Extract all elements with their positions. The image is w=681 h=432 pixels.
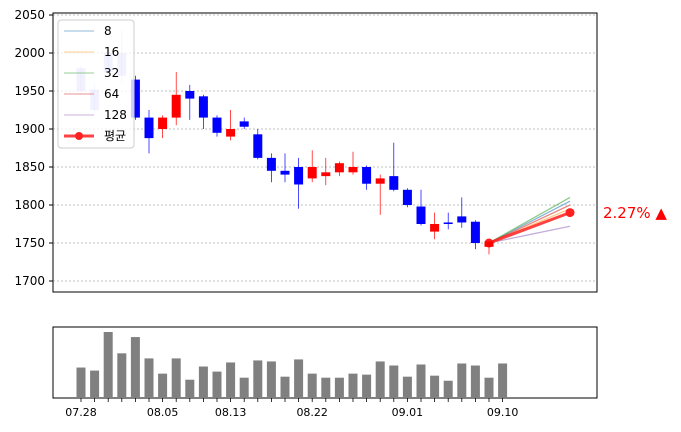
price-gridlines — [53, 14, 597, 282]
volume-bar-6 — [158, 373, 168, 398]
price-plot-area — [52, 12, 598, 293]
volume-bar-30 — [484, 377, 494, 398]
forecast-line-128 — [488, 225, 571, 244]
legend-label-32: 32 — [104, 66, 119, 80]
volume-bar-0 — [76, 367, 86, 398]
candle-body-18 — [321, 172, 331, 177]
volume-bar-24 — [402, 376, 412, 398]
legend-label-64: 64 — [104, 87, 119, 101]
forecast-end-point — [565, 208, 575, 218]
candle-body-30 — [484, 241, 494, 247]
legend-label-128: 128 — [104, 108, 127, 122]
legend-label-16: 16 — [104, 45, 119, 59]
y-tick-label-1700: 1700 — [14, 274, 45, 288]
volume-bar-1 — [90, 370, 100, 398]
candle-body-7 — [171, 94, 181, 118]
volume-bar-20 — [348, 373, 358, 398]
volume-bar-14 — [266, 361, 276, 398]
forecast-line-average — [488, 211, 571, 245]
volume-bar-16 — [294, 359, 304, 398]
legend-marker-average — [75, 132, 83, 140]
volume-bar-29 — [470, 365, 480, 398]
y-tick-label-2000: 2000 — [14, 46, 45, 60]
candle-body-5 — [144, 117, 154, 139]
y-tick-label-1750: 1750 — [14, 236, 45, 250]
volume-x-axis: 07.28 08.05 08.13 08.22 09.01 09.10 — [65, 398, 518, 419]
candle-body-11 — [226, 129, 236, 137]
candle-body-12 — [239, 121, 249, 127]
volume-bar-2 — [103, 332, 113, 398]
volume-bar-3 — [117, 353, 127, 398]
forecast-lines — [484, 196, 575, 248]
volume-bar-31 — [498, 363, 508, 398]
candle-body-22 — [375, 178, 385, 184]
legend-label-8: 8 — [104, 24, 112, 38]
volume-bar-22 — [375, 361, 385, 398]
candle-body-9 — [198, 96, 208, 118]
candle-body-17 — [307, 167, 317, 179]
x-tick-label-2: 08.13 — [215, 406, 247, 419]
y-tick-label-1850: 1850 — [14, 160, 45, 174]
candle-body-13 — [253, 134, 263, 158]
candle-body-26 — [430, 224, 440, 232]
candle-body-14 — [266, 157, 276, 171]
candle-body-6 — [158, 117, 168, 129]
volume-bars — [76, 332, 508, 398]
candle-body-29 — [470, 221, 480, 243]
candle-body-21 — [362, 167, 372, 184]
y-tick-label-1800: 1800 — [14, 198, 45, 212]
candle-body-19 — [334, 163, 344, 173]
volume-bar-17 — [307, 373, 317, 398]
price-y-axis: 1700 1750 1800 1850 1900 1950 2000 2050 — [14, 8, 53, 288]
candle-body-15 — [280, 170, 290, 175]
candle-body-8 — [185, 91, 195, 99]
volume-bar-26 — [430, 375, 440, 398]
volume-bar-7 — [171, 358, 181, 398]
volume-bar-5 — [144, 358, 154, 398]
volume-bar-12 — [239, 377, 249, 398]
volume-bar-25 — [416, 364, 426, 398]
candle-body-28 — [457, 216, 467, 223]
volume-bar-18 — [321, 377, 331, 398]
y-tick-label-1900: 1900 — [14, 122, 45, 136]
volume-bar-27 — [443, 380, 453, 398]
forecast-line-32 — [488, 196, 571, 244]
x-tick-label-1: 08.05 — [147, 406, 179, 419]
x-tick-label-3: 08.22 — [296, 406, 328, 419]
candle-body-23 — [389, 176, 399, 190]
y-tick-label-2050: 2050 — [14, 8, 45, 22]
candle-body-20 — [348, 167, 358, 173]
volume-bar-8 — [185, 379, 195, 398]
legend: 8 16 32 64 128 평균 — [57, 19, 135, 149]
x-tick-label-4: 09.01 — [392, 406, 424, 419]
volume-bar-28 — [457, 363, 467, 398]
volume-bar-4 — [130, 337, 140, 398]
volume-bar-9 — [198, 366, 208, 398]
volume-bar-23 — [389, 365, 399, 398]
candle-body-24 — [402, 189, 412, 205]
volume-bar-10 — [212, 371, 222, 398]
x-tick-label-0: 07.28 — [65, 406, 97, 419]
candle-body-16 — [294, 167, 304, 185]
volume-bar-13 — [253, 360, 263, 398]
candle-body-27 — [443, 222, 453, 224]
legend-label-average: 평균 — [104, 129, 126, 143]
volume-bar-21 — [362, 374, 372, 398]
volume-bar-15 — [280, 376, 290, 398]
volume-bar-19 — [334, 377, 344, 398]
x-tick-label-5: 09.10 — [487, 406, 519, 419]
y-tick-label-1950: 1950 — [14, 84, 45, 98]
candle-body-25 — [416, 206, 426, 224]
forecast-change-label: 2.27% ▲ — [603, 204, 667, 222]
candle-body-10 — [212, 117, 222, 133]
volume-bar-11 — [226, 362, 236, 398]
candle-body-4 — [130, 79, 140, 118]
